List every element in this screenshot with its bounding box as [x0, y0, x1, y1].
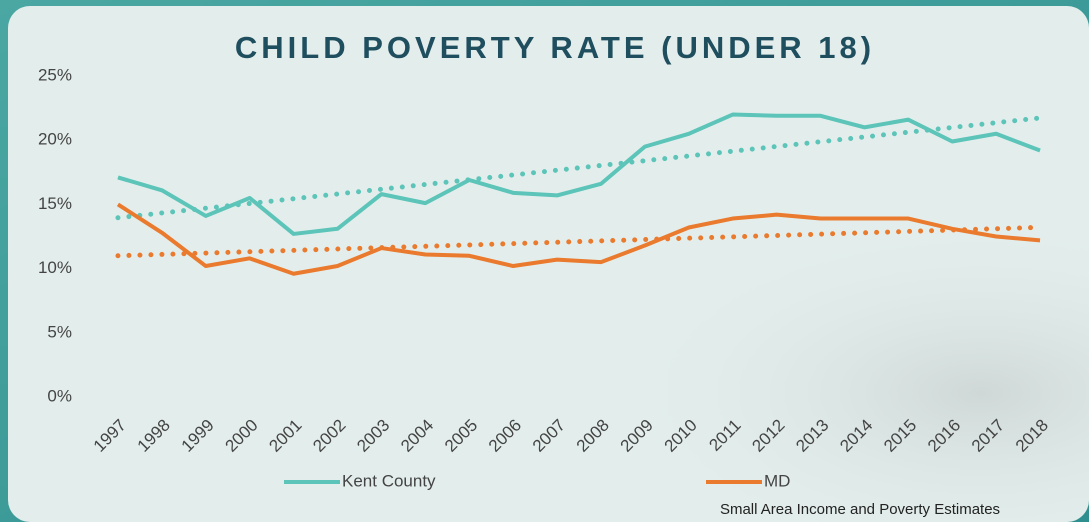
y-tick-label: 5% — [47, 322, 72, 341]
legend-label: MD — [764, 471, 790, 490]
y-tick-label: 0% — [47, 386, 72, 405]
legend-label: Kent County — [342, 471, 436, 490]
y-tick-label: 10% — [38, 258, 72, 277]
y-tick-label: 20% — [38, 130, 72, 149]
source-note: Small Area Income and Poverty Estimates — [720, 501, 1000, 518]
y-tick-label: 25% — [38, 65, 72, 84]
chart: CHILD POVERTY RATE (UNDER 18) Small Area… — [0, 0, 1089, 522]
chart-title: CHILD POVERTY RATE (UNDER 18) — [235, 30, 875, 65]
y-tick-label: 15% — [38, 194, 72, 213]
